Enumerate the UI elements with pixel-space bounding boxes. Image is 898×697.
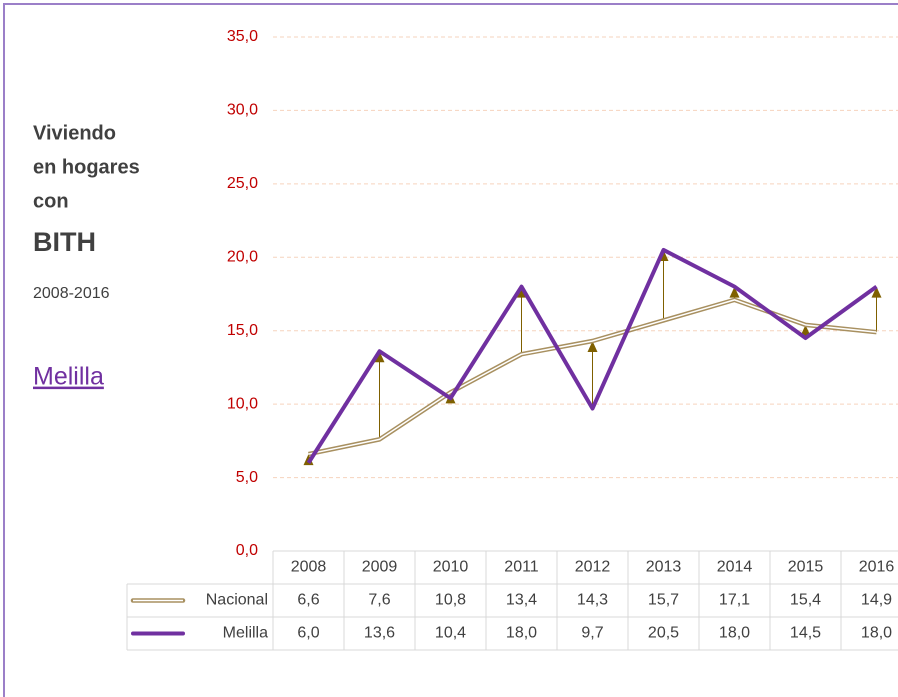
table-value: 14,3 [577,592,608,609]
x-tick-label: 2011 [504,559,539,576]
frame [3,3,898,697]
table-value: 10,4 [435,625,466,642]
arrow-head [374,351,385,363]
x-tick-label: 2009 [362,559,398,576]
y-tick-label: 25,0 [227,175,258,192]
x-tick-label: 2016 [859,559,895,576]
series-line [306,247,878,464]
table-value: 17,1 [719,592,750,609]
y-tick-label: 0,0 [236,542,258,559]
region-link[interactable]: Melilla [33,363,104,391]
y-tick-label: 30,0 [227,102,258,119]
arrow-head [587,340,598,352]
table-value: 6,0 [297,625,319,642]
title-line: con [33,190,69,212]
table-value: 18,0 [506,625,537,642]
arrow-head [800,324,811,336]
y-tick-label: 20,0 [227,249,258,266]
x-tick-label: 2008 [291,559,327,576]
x-tick-label: 2012 [575,559,611,576]
table-value: 18,0 [719,625,750,642]
arrow-head [871,286,882,298]
y-tick-label: 15,0 [227,322,258,339]
series-line-inner [308,299,877,455]
table-value: 14,9 [861,592,892,609]
table-value: 15,7 [648,592,679,609]
table-value: 18,0 [861,625,892,642]
legend-label: Nacional [206,592,268,609]
table-value: 13,6 [364,625,395,642]
table-value: 6,6 [297,592,319,609]
x-tick-label: 2015 [788,559,824,576]
x-tick-label: 2013 [646,559,682,576]
subtitle: BITH [33,227,96,257]
arrow-head [729,286,740,298]
table-value: 14,5 [790,625,821,642]
title-line: en hogares [33,156,140,178]
table-value: 7,6 [368,592,390,609]
y-tick-label: 35,0 [227,28,258,45]
table-value: 10,8 [435,592,466,609]
period: 2008-2016 [33,285,110,302]
table-value: 20,5 [648,625,679,642]
table-value: 9,7 [581,625,603,642]
x-tick-label: 2014 [717,559,753,576]
y-tick-label: 5,0 [236,469,258,486]
legend-label: Melilla [223,625,268,642]
y-tick-label: 10,0 [227,395,258,412]
table-value: 13,4 [506,592,537,609]
title-line: Viviendo [33,122,116,144]
table-value: 15,4 [790,592,821,609]
x-tick-label: 2010 [433,559,469,576]
